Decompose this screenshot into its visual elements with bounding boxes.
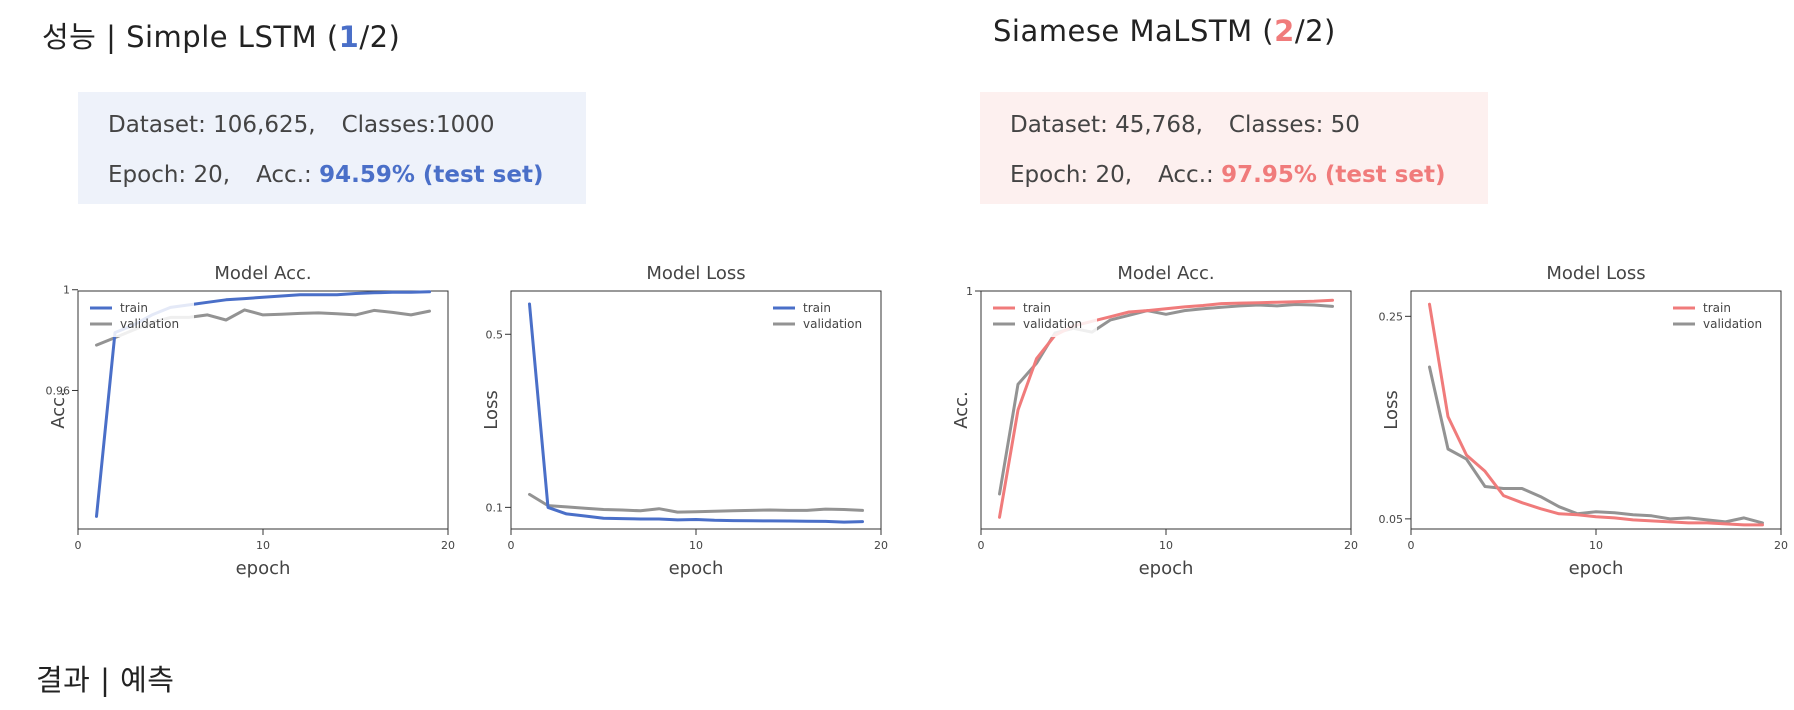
y-axis-label: Acc.	[48, 391, 69, 429]
x-tick-label: 10	[256, 539, 270, 552]
x-axis-label: epoch	[236, 558, 291, 579]
x-tick-label: 10	[1159, 539, 1173, 552]
legend-label-train: train	[803, 301, 831, 315]
chart-title: Model Loss	[1546, 263, 1645, 284]
simple-lstm-loss-chart: Model Loss 0 10 20 0.1 0.5 epoch Loss train valid…	[481, 263, 888, 579]
left-epoch-line: Epoch: 20, Acc.: 94.59% (test set)	[108, 162, 544, 188]
right-section-title: Siamese MaLSTM (2/2)	[993, 14, 1336, 48]
series-line-validation	[1428, 365, 1764, 525]
legend-label-train: train	[120, 301, 148, 315]
x-tick-label: 20	[441, 539, 455, 552]
x-tick-label: 10	[1589, 539, 1603, 552]
right-info-box: Dataset: 45,768, Classes: 50 Epoch: 20, Ac…	[980, 92, 1488, 204]
x-tick-label: 0	[508, 539, 515, 552]
y-tick-label: 0.1	[486, 501, 504, 514]
series-line-train	[1428, 302, 1764, 527]
y-tick-label: 0.05	[1379, 513, 1404, 526]
chart-title: Model Acc.	[214, 263, 311, 284]
legend-label-train: train	[1703, 301, 1731, 315]
right-epoch-line: Epoch: 20, Acc.: 97.95% (test set)	[1010, 162, 1446, 188]
malstm-loss-chart: Model Loss 0 10 20 0.05 0.25 epoch Loss train val…	[1379, 263, 1789, 579]
left-info-box: Dataset: 106,625, Classes:1000 Epoch: 20,…	[78, 92, 586, 204]
x-tick-label: 0	[978, 539, 985, 552]
x-tick-label: 20	[874, 539, 888, 552]
results-section-title: 결과 | 예측	[36, 663, 175, 697]
legend-box	[985, 295, 1097, 337]
left-title-number: 1	[338, 20, 360, 54]
x-axis-label: epoch	[1139, 558, 1194, 579]
y-tick-label: 1	[966, 285, 973, 298]
x-tick-label: 20	[1774, 539, 1788, 552]
left-acc-value: 94.59% (test set)	[319, 162, 544, 188]
right-acc-value: 97.95% (test set)	[1221, 162, 1446, 188]
x-tick-label: 10	[689, 539, 703, 552]
legend-box	[82, 295, 194, 337]
legend-box	[765, 295, 877, 337]
legend-label-validation: validation	[120, 317, 179, 331]
x-axis-label: epoch	[669, 558, 724, 579]
legend-box	[1665, 295, 1777, 337]
x-tick-label: 20	[1344, 539, 1358, 552]
right-dataset-line: Dataset: 45,768, Classes: 50	[1010, 112, 1360, 138]
chart-title: Model Acc.	[1117, 263, 1214, 284]
y-axis-label: Acc.	[951, 391, 972, 429]
x-tick-label: 0	[75, 539, 82, 552]
y-axis-label: Loss	[481, 390, 502, 429]
x-tick-label: 0	[1408, 539, 1415, 552]
legend-label-validation: validation	[1703, 317, 1762, 331]
right-title-number: 2	[1274, 14, 1295, 48]
series-line-validation	[528, 492, 864, 514]
legend-label-validation: validation	[1023, 317, 1082, 331]
y-tick-label: 1	[63, 284, 70, 297]
y-axis-label: Loss	[1381, 390, 1402, 429]
y-tick-label: 0.96	[46, 384, 71, 397]
legend-label-train: train	[1023, 301, 1051, 315]
simple-lstm-acc-chart: Model Acc. 0 10 20 0.96 1 epoch Acc. train valida…	[46, 263, 456, 579]
chart-title: Model Loss	[646, 263, 745, 284]
left-section-title: 성능 | Simple LSTM (1/2)	[42, 20, 401, 54]
legend-label-validation: validation	[803, 317, 862, 331]
y-tick-label: 0.25	[1379, 310, 1404, 323]
x-axis-label: epoch	[1569, 558, 1624, 579]
y-tick-label: 0.5	[486, 328, 504, 341]
series-line-train	[528, 302, 864, 524]
left-dataset-line: Dataset: 106,625, Classes:1000	[108, 112, 495, 138]
malstm-acc-chart: Model Acc. 0 10 20 1 epoch Acc. train validation	[951, 263, 1358, 579]
